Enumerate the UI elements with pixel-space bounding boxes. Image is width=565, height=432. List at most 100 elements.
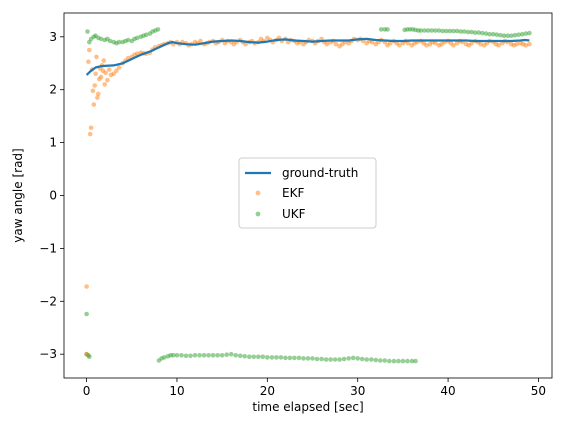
ukf-point [465,29,471,35]
ukf-point [387,358,392,364]
ukf-point [107,38,113,44]
ukf-point [116,39,122,45]
ukf-point [369,357,374,362]
ekf-point [116,65,122,70]
ukf-point [283,355,288,361]
ukf-point [287,355,293,361]
ukf-point [487,31,492,37]
ukf-point [251,354,257,360]
ukf-point [418,28,424,33]
ukf-point [447,28,453,34]
ukf-point [523,31,529,36]
legend: ground-truth EKF UKF [238,157,377,229]
ukf-point [292,355,297,361]
ukf-point [391,358,397,364]
ukf-point [155,27,161,32]
ukf-point [519,31,525,37]
ukf-point [425,28,431,33]
ukf-point [260,354,266,360]
ukf-point [451,28,456,34]
ekf-point [514,41,520,47]
ekf-point [88,125,94,131]
ukf-point [378,358,383,363]
ekf-point [324,41,330,47]
ekf-point [114,68,119,73]
ekf-point [90,88,96,94]
ekf-point [94,54,99,60]
y-axis-label: yaw angle [rad] [11,148,25,242]
y-tick-label: −1 [39,241,57,255]
ukf-point [436,28,442,33]
ukf-point [440,28,446,34]
x-tick-label: 30 [350,384,365,398]
ukf-point [319,356,324,362]
x-tick-label: 0 [83,384,91,398]
x-tick-label: 20 [260,384,275,398]
ukf-point [422,28,427,33]
ekf-point [92,83,97,88]
ukf-point [278,355,284,360]
y-tick-label: −2 [39,294,57,308]
ground-truth-series [85,37,530,76]
ukf-point [491,31,496,37]
ukf-point [85,29,90,34]
ukf-point [219,353,225,358]
y-tick-label: 3 [49,30,57,44]
x-tick-label: 50 [531,384,546,398]
ukf-point [201,353,207,358]
ukf-point [162,355,167,360]
y-tick-label: −3 [39,347,57,361]
ukf-point [265,355,270,360]
ekf-point [478,41,483,47]
ekf-point [496,43,502,48]
ukf-point [341,356,347,362]
ukf-point [255,354,261,360]
ukf-point [228,351,234,357]
legend-ukf-label: UKF [282,207,306,221]
legend-ukf-marker [255,211,261,217]
legend-ground-truth-label: ground-truth [282,166,358,180]
ekf-point [406,40,411,46]
ukf-point [323,357,329,362]
ukf-point [454,28,460,34]
ukf-point [483,31,489,36]
ekf-point [424,43,429,48]
ekf-point [84,284,89,289]
ukf-point [444,28,449,34]
ekf-point [95,95,100,100]
x-axis-label: time elapsed [sec] [252,400,363,414]
ekf-point [433,40,438,46]
ukf-point [469,29,474,35]
ukf-point [364,357,370,362]
ukf-point [512,32,518,38]
ekf-point [198,38,203,44]
y-tick-label: 2 [49,83,57,97]
ukf-point [382,358,388,363]
ukf-point [301,356,306,361]
ukf-point [405,358,410,364]
ukf-point [305,356,311,361]
ukf-point [385,27,390,32]
legend-ekf-label: EKF [282,186,304,200]
ekf-point [527,41,532,47]
ekf-point [84,351,89,357]
ukf-point [233,353,238,358]
ukf-point [409,358,415,364]
ukf-point [501,33,507,38]
ukf-point [433,28,438,33]
ukf-point [84,311,89,317]
ukf-point [314,356,320,362]
ukf-point [494,32,500,37]
ekf-point [397,43,402,48]
ekf-point [111,71,116,77]
ukf-point [346,356,352,361]
x-tick-label: 10 [169,384,184,398]
ekf-point [87,47,92,53]
ukf-point [359,356,365,362]
ekf-point [333,41,339,47]
ekf-point [101,58,107,63]
ekf-point [98,74,104,80]
ekf-point [469,40,474,46]
legend-box [238,157,377,229]
